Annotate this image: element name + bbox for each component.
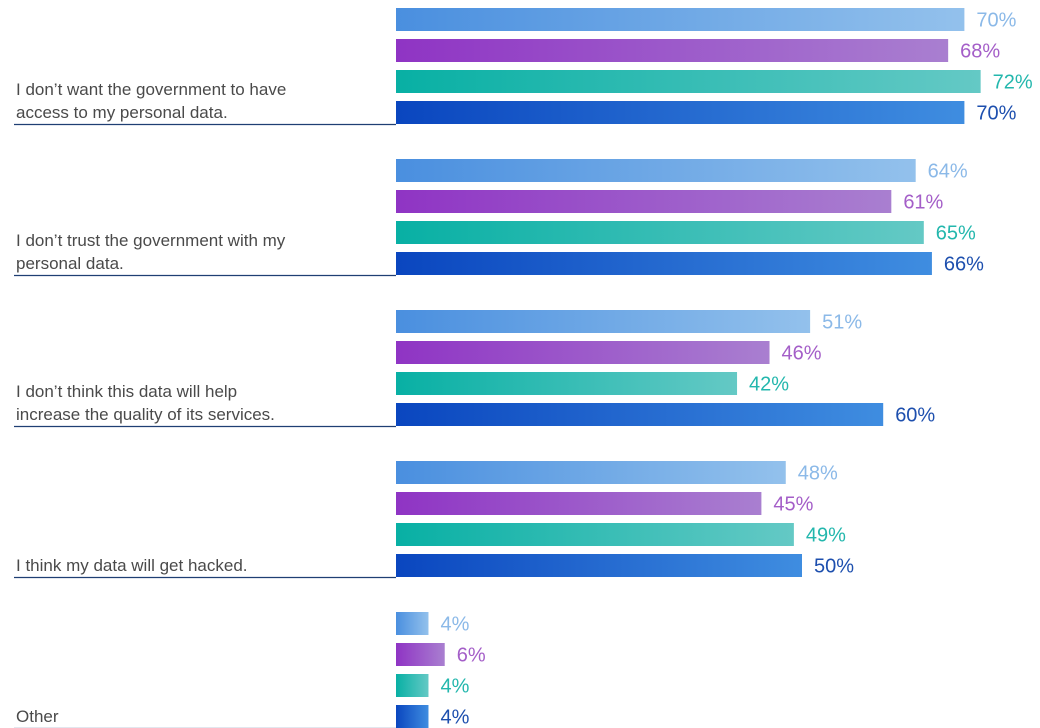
value-label: 46% [782, 343, 822, 365]
bar [396, 612, 429, 635]
bar [396, 221, 924, 244]
bar [396, 674, 429, 697]
bar [396, 705, 429, 728]
bar [396, 341, 770, 364]
value-label: 49% [806, 525, 846, 547]
value-label: 66% [944, 254, 984, 276]
bar [396, 523, 794, 546]
bar [396, 190, 892, 213]
value-label: 70% [976, 103, 1016, 125]
value-label: 6% [457, 645, 486, 667]
value-label: 60% [895, 405, 935, 427]
value-label: 64% [928, 161, 968, 183]
bar [396, 372, 738, 395]
value-label: 68% [960, 41, 1000, 63]
bars [396, 8, 981, 728]
bar [396, 492, 762, 515]
bar [396, 643, 445, 666]
value-label: 51% [822, 312, 862, 334]
value-label: 65% [936, 223, 976, 245]
category-label: I don’t trust the government with my [16, 231, 286, 250]
value-labels: 70% 68% 72% 70% 64% 61% 65% 66% 51%46% 42% 60% 48% 4… [440, 10, 1032, 728]
value-label: 72% [993, 72, 1033, 94]
bar [396, 461, 786, 484]
value-label: 70% [976, 10, 1016, 32]
value-label: 42% [749, 374, 789, 396]
category-labels: I don’t want the government to have acces… [16, 80, 286, 726]
category-label: personal data. [16, 254, 124, 273]
bar [396, 39, 949, 62]
value-label: 50% [814, 556, 854, 578]
category-label: increase the quality of its services. [16, 405, 275, 424]
bar [396, 70, 981, 93]
value-label: 4% [440, 707, 469, 728]
bar [396, 8, 965, 31]
value-label: 61% [903, 192, 943, 214]
category-label: I don’t want the government to have [16, 80, 286, 99]
bar [396, 554, 802, 577]
category-label: Other [16, 707, 59, 726]
category-label: access to my personal data. [16, 103, 228, 122]
category-label: I don’t think this data will help [16, 382, 237, 401]
value-label: 4% [440, 614, 469, 636]
value-label: 48% [798, 463, 838, 485]
value-label: 4% [440, 676, 469, 698]
category-label: I think my data will get hacked. [16, 556, 248, 575]
bar [396, 101, 965, 124]
bar [396, 310, 811, 333]
bar [396, 159, 916, 182]
value-label: 45% [773, 494, 813, 516]
bar [396, 252, 932, 275]
bar [396, 403, 884, 426]
separator-lines [14, 123, 396, 728]
